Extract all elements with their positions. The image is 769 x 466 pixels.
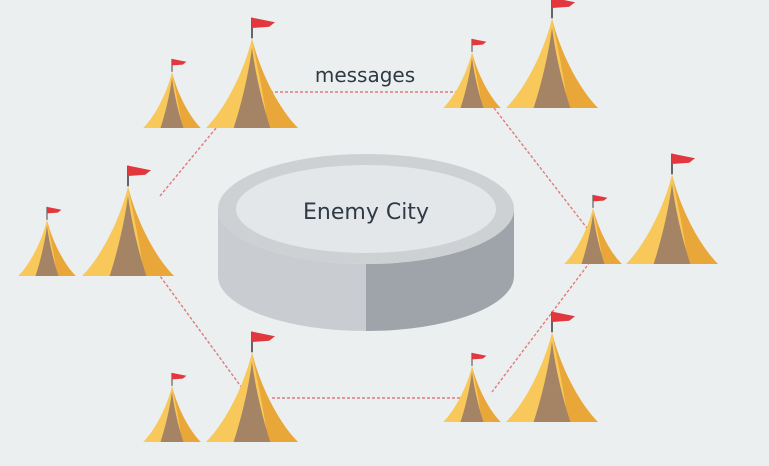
tent-canopy-shade — [552, 332, 598, 422]
army-right — [564, 153, 718, 264]
tent-canopy-shade — [472, 51, 501, 108]
tent-door — [533, 27, 571, 109]
tent-icon — [143, 58, 201, 128]
city-side-left — [218, 209, 366, 331]
flag-icon — [472, 352, 487, 360]
tent-canopy-shade — [593, 207, 622, 264]
enemy-city: Enemy City — [218, 154, 514, 331]
tent-canopy-shade — [552, 18, 598, 108]
tent-icon — [18, 206, 76, 276]
link-top-left — [159, 115, 227, 197]
edge-label-messages: messages — [315, 63, 415, 87]
message-links — [159, 91, 591, 399]
flag-icon — [593, 194, 608, 202]
tent-door — [460, 57, 484, 108]
tent-door — [109, 195, 147, 276]
tent-canopy-shade — [47, 219, 76, 276]
tent-door — [35, 225, 59, 276]
tent-canopy-shade — [252, 38, 298, 128]
flag-icon — [552, 0, 575, 8]
city-top — [236, 165, 496, 253]
tent-icon — [206, 331, 298, 442]
tent-door — [233, 361, 271, 442]
army-bottom-right — [443, 311, 598, 422]
flag-icon — [47, 206, 62, 214]
tent-door — [653, 183, 691, 264]
tent-door — [533, 341, 571, 422]
tent-icon — [506, 311, 598, 422]
tent-door — [233, 47, 271, 128]
tent-icon — [143, 372, 201, 442]
tent-icon — [82, 165, 174, 276]
flag-icon — [172, 372, 187, 380]
tent-door — [160, 391, 184, 442]
flag-icon — [252, 17, 275, 28]
link-bottom-left — [159, 275, 243, 389]
army-bottom-left — [143, 331, 298, 442]
tent-canopy-shade — [252, 352, 298, 442]
tent-canopy-shade — [472, 365, 501, 422]
tent-canopy-shade — [672, 174, 718, 264]
city-side-right — [366, 209, 514, 331]
link-bottom-right — [491, 261, 591, 393]
city-label: Enemy City — [303, 200, 429, 225]
army-left — [18, 165, 174, 276]
army-top-right — [443, 0, 598, 109]
tent-icon — [564, 194, 622, 264]
tent-icon — [626, 153, 718, 264]
flag-icon — [672, 153, 695, 164]
flag-icon — [172, 58, 187, 66]
tent-canopy-shade — [172, 385, 201, 442]
tent-icon — [506, 0, 598, 109]
tent-door — [460, 371, 484, 422]
tent-door — [581, 213, 605, 264]
tent-icon — [206, 17, 298, 128]
tent-icon — [443, 352, 501, 422]
flag-icon — [128, 165, 151, 176]
tent-door — [160, 77, 184, 128]
army-top-left — [143, 17, 298, 128]
tent-canopy-shade — [172, 71, 201, 128]
flag-icon — [472, 38, 487, 46]
tent-icon — [443, 38, 501, 108]
link-top-right — [493, 107, 591, 233]
tent-canopy-shade — [128, 186, 174, 276]
flag-icon — [552, 311, 575, 322]
flag-icon — [252, 331, 275, 342]
